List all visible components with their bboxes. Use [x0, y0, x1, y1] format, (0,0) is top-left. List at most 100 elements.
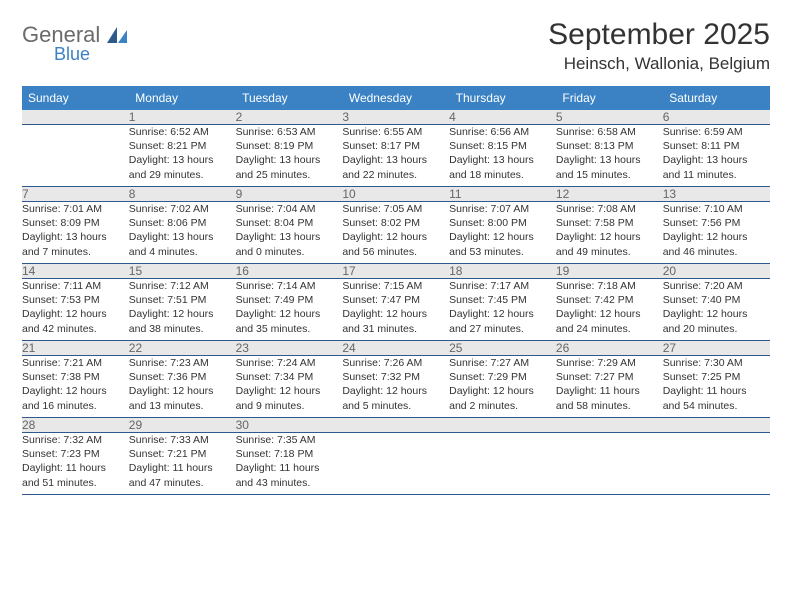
day2-text: and 2 minutes.	[449, 399, 556, 413]
day2-text: and 53 minutes.	[449, 245, 556, 259]
sunrise-text: Sunrise: 7:12 AM	[129, 279, 236, 293]
day-number: 6	[663, 110, 770, 125]
sunrise-text: Sunrise: 6:56 AM	[449, 125, 556, 139]
sunrise-text: Sunrise: 7:08 AM	[556, 202, 663, 216]
day-cell: Sunrise: 7:08 AMSunset: 7:58 PMDaylight:…	[556, 202, 663, 264]
day-content-row: Sunrise: 7:11 AMSunset: 7:53 PMDaylight:…	[22, 279, 770, 341]
day1-text: Daylight: 11 hours	[663, 384, 770, 398]
sunset-text: Sunset: 8:15 PM	[449, 139, 556, 153]
sunrise-text: Sunrise: 7:14 AM	[236, 279, 343, 293]
day1-text: Daylight: 11 hours	[22, 461, 129, 475]
sunrise-text: Sunrise: 7:17 AM	[449, 279, 556, 293]
day2-text: and 9 minutes.	[236, 399, 343, 413]
day2-text: and 0 minutes.	[236, 245, 343, 259]
day-number: 19	[556, 264, 663, 279]
day-number-row: 78910111213	[22, 187, 770, 202]
sunset-text: Sunset: 8:19 PM	[236, 139, 343, 153]
sunrise-text: Sunrise: 7:18 AM	[556, 279, 663, 293]
day2-text: and 42 minutes.	[22, 322, 129, 336]
day2-text: and 7 minutes.	[22, 245, 129, 259]
day-number: 30	[236, 418, 343, 433]
location-text: Heinsch, Wallonia, Belgium	[548, 54, 770, 74]
sunrise-text: Sunrise: 7:04 AM	[236, 202, 343, 216]
day-number: 25	[449, 341, 556, 356]
day-cell: Sunrise: 7:10 AMSunset: 7:56 PMDaylight:…	[663, 202, 770, 264]
day-number	[342, 418, 449, 433]
day-cell: Sunrise: 7:12 AMSunset: 7:51 PMDaylight:…	[129, 279, 236, 341]
sunset-text: Sunset: 7:45 PM	[449, 293, 556, 307]
day-number: 4	[449, 110, 556, 125]
sunset-text: Sunset: 7:34 PM	[236, 370, 343, 384]
day1-text: Daylight: 12 hours	[342, 307, 449, 321]
sunset-text: Sunset: 7:40 PM	[663, 293, 770, 307]
day2-text: and 18 minutes.	[449, 168, 556, 182]
day-cell: Sunrise: 7:17 AMSunset: 7:45 PMDaylight:…	[449, 279, 556, 341]
day-number	[663, 418, 770, 433]
weekday-header: Monday	[129, 86, 236, 110]
day-number: 11	[449, 187, 556, 202]
day2-text: and 58 minutes.	[556, 399, 663, 413]
sunrise-text: Sunrise: 6:55 AM	[342, 125, 449, 139]
sunrise-text: Sunrise: 7:29 AM	[556, 356, 663, 370]
sunrise-text: Sunrise: 7:11 AM	[22, 279, 129, 293]
day-number: 10	[342, 187, 449, 202]
day-cell: Sunrise: 7:24 AMSunset: 7:34 PMDaylight:…	[236, 356, 343, 418]
sunset-text: Sunset: 8:13 PM	[556, 139, 663, 153]
sunset-text: Sunset: 7:21 PM	[129, 447, 236, 461]
day2-text: and 24 minutes.	[556, 322, 663, 336]
sunrise-text: Sunrise: 7:01 AM	[22, 202, 129, 216]
day-cell	[663, 433, 770, 495]
day1-text: Daylight: 13 hours	[449, 153, 556, 167]
sunset-text: Sunset: 7:32 PM	[342, 370, 449, 384]
day1-text: Daylight: 13 hours	[236, 230, 343, 244]
logo: General Blue	[22, 18, 129, 63]
sunrise-text: Sunrise: 7:32 AM	[22, 433, 129, 447]
sunrise-text: Sunrise: 7:15 AM	[342, 279, 449, 293]
day-number: 16	[236, 264, 343, 279]
day-content-row: Sunrise: 7:32 AMSunset: 7:23 PMDaylight:…	[22, 433, 770, 495]
day-content-row: Sunrise: 6:52 AMSunset: 8:21 PMDaylight:…	[22, 125, 770, 187]
day2-text: and 4 minutes.	[129, 245, 236, 259]
day2-text: and 51 minutes.	[22, 476, 129, 490]
sunrise-text: Sunrise: 7:07 AM	[449, 202, 556, 216]
day1-text: Daylight: 12 hours	[129, 307, 236, 321]
day-number: 27	[663, 341, 770, 356]
day-number: 9	[236, 187, 343, 202]
day-cell: Sunrise: 7:32 AMSunset: 7:23 PMDaylight:…	[22, 433, 129, 495]
day1-text: Daylight: 12 hours	[449, 230, 556, 244]
day2-text: and 15 minutes.	[556, 168, 663, 182]
sunset-text: Sunset: 7:38 PM	[22, 370, 129, 384]
day1-text: Daylight: 12 hours	[236, 384, 343, 398]
sunset-text: Sunset: 7:36 PM	[129, 370, 236, 384]
day-number: 5	[556, 110, 663, 125]
sunset-text: Sunset: 7:18 PM	[236, 447, 343, 461]
day-cell: Sunrise: 7:14 AMSunset: 7:49 PMDaylight:…	[236, 279, 343, 341]
sunrise-text: Sunrise: 6:52 AM	[129, 125, 236, 139]
day2-text: and 11 minutes.	[663, 168, 770, 182]
sunset-text: Sunset: 7:29 PM	[449, 370, 556, 384]
sunset-text: Sunset: 8:00 PM	[449, 216, 556, 230]
day2-text: and 16 minutes.	[22, 399, 129, 413]
day-cell: Sunrise: 7:35 AMSunset: 7:18 PMDaylight:…	[236, 433, 343, 495]
day2-text: and 49 minutes.	[556, 245, 663, 259]
day-number	[556, 418, 663, 433]
day-cell: Sunrise: 7:26 AMSunset: 7:32 PMDaylight:…	[342, 356, 449, 418]
logo-sail-icon	[107, 27, 129, 49]
day-cell: Sunrise: 7:23 AMSunset: 7:36 PMDaylight:…	[129, 356, 236, 418]
calendar-table: Sunday Monday Tuesday Wednesday Thursday…	[22, 86, 770, 495]
day2-text: and 56 minutes.	[342, 245, 449, 259]
day1-text: Daylight: 13 hours	[129, 230, 236, 244]
day1-text: Daylight: 12 hours	[22, 384, 129, 398]
day-content-row: Sunrise: 7:21 AMSunset: 7:38 PMDaylight:…	[22, 356, 770, 418]
day2-text: and 5 minutes.	[342, 399, 449, 413]
day1-text: Daylight: 13 hours	[663, 153, 770, 167]
day-number: 23	[236, 341, 343, 356]
sunrise-text: Sunrise: 7:24 AM	[236, 356, 343, 370]
day-cell: Sunrise: 7:18 AMSunset: 7:42 PMDaylight:…	[556, 279, 663, 341]
sunrise-text: Sunrise: 6:53 AM	[236, 125, 343, 139]
day1-text: Daylight: 13 hours	[129, 153, 236, 167]
day2-text: and 35 minutes.	[236, 322, 343, 336]
day2-text: and 29 minutes.	[129, 168, 236, 182]
day2-text: and 38 minutes.	[129, 322, 236, 336]
day-cell: Sunrise: 7:33 AMSunset: 7:21 PMDaylight:…	[129, 433, 236, 495]
